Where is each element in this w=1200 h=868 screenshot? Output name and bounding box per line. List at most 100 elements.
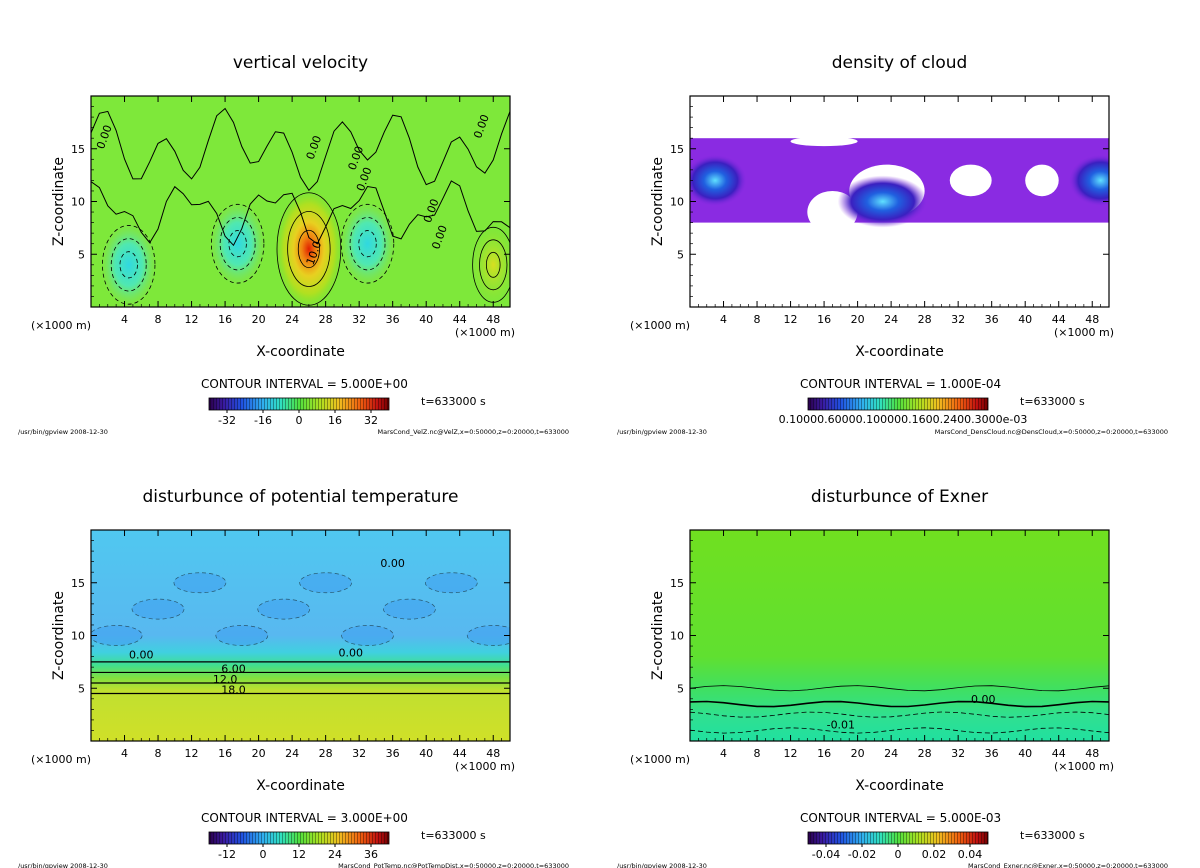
contour-interval: CONTOUR INTERVAL = 5.000E+00: [201, 377, 408, 391]
contour-line: [287, 211, 331, 287]
colorbar-tick-label: -0.02: [848, 848, 876, 861]
x-tick-label: 40: [1018, 313, 1032, 326]
y-tick-label: 5: [677, 248, 684, 261]
x-tick-label: 44: [1052, 313, 1066, 326]
y-tick-label: 5: [78, 682, 85, 695]
x-tick-label: 36: [386, 747, 400, 760]
x-tick-label: 28: [319, 747, 333, 760]
x-tick-label: 16: [817, 747, 831, 760]
contour-line: [110, 238, 147, 292]
field-patch: [257, 598, 311, 620]
y-axis-label: Z-coordinate: [51, 591, 67, 680]
y-tick-label: 10: [71, 630, 85, 643]
x-tick-label: 28: [918, 313, 932, 326]
colorbar-bands: [808, 398, 988, 410]
field-feature-4: [471, 224, 510, 305]
footer-right: MarsCond_Exner.nc@Exner,x=0:50000,z=0:20…: [968, 862, 1168, 868]
field-feature-2: [209, 201, 266, 286]
time-label: t=633000 s: [1020, 829, 1085, 842]
panel-title: disturbunce of potential temperature: [142, 487, 458, 507]
x-tick-label: 36: [985, 313, 999, 326]
x-tick-label: 44: [453, 747, 467, 760]
x-tick-label: 36: [386, 313, 400, 326]
x-tick-label: 8: [754, 313, 761, 326]
colorbar-bands: [808, 832, 988, 844]
x-tick-label: 48: [486, 313, 500, 326]
data-field: [690, 96, 1109, 307]
x-tick-label: 4: [121, 313, 128, 326]
x-tick-label: 32: [951, 747, 965, 760]
x-tick-label: 28: [319, 313, 333, 326]
contour-line: [228, 230, 247, 258]
field-feature-0: [274, 188, 343, 307]
y-tick-label: 5: [78, 248, 85, 261]
x-unit-left: (×1000 m): [31, 319, 91, 332]
y-tick-label: 15: [71, 143, 85, 156]
footer-left: /usr/bin/gpview 2008-12-30: [617, 428, 707, 436]
x-tick-label: 4: [121, 747, 128, 760]
x-tick-label: 28: [918, 747, 932, 760]
x-tick-label: 16: [218, 747, 232, 760]
time-label: t=633000 s: [421, 395, 486, 408]
contour-line: [210, 203, 265, 284]
colorbar-bands: [209, 832, 389, 844]
x-tick-label: 4: [720, 313, 727, 326]
x-tick-label: 32: [951, 313, 965, 326]
panel-2: disturbunce of potential temperature 0.00…: [18, 487, 569, 868]
field-patch: [424, 572, 478, 594]
y-tick-label: 15: [670, 143, 684, 156]
field-feature-3: [339, 201, 396, 286]
x-tick-label: 12: [185, 747, 199, 760]
x-tick-label: 48: [1085, 313, 1099, 326]
x-unit-right: (×1000 m): [1054, 326, 1114, 339]
field-patch: [466, 625, 510, 646]
colorbar-tick-labels: 0.10000.60000.100000.1600.2400.3000e-03: [779, 413, 1028, 426]
x-unit-right: (×1000 m): [455, 326, 515, 339]
contour-label: 0.00: [129, 649, 154, 662]
contour-line: [91, 107, 510, 192]
y-tick-label: 10: [71, 196, 85, 209]
panel-0: vertical velocity 0.00 0.00 0.000.000.000.0…: [18, 53, 569, 436]
footer-right: MarsCond_DensCloud.nc@DensCloud,x=0:5000…: [935, 428, 1168, 436]
x-tick-label: 40: [1018, 747, 1032, 760]
footer-left: /usr/bin/gpview 2008-12-30: [617, 862, 707, 868]
colorbar-tick-label: 0: [260, 848, 267, 861]
cloud-dense-1: [837, 175, 928, 228]
field-patch: [215, 625, 269, 646]
colorbar-tick-label: -16: [254, 414, 272, 427]
colorbar-tick-label: -32: [218, 414, 236, 427]
y-axis-label: Z-coordinate: [650, 157, 666, 246]
contour-line: [91, 180, 510, 247]
footer-right: MarsCond_VelZ.nc@VelZ,x=0:50000,z=0:2000…: [378, 428, 569, 436]
x-tick-label: 12: [185, 313, 199, 326]
contour-label: -0.01: [827, 718, 855, 731]
x-tick-label: 40: [419, 747, 433, 760]
y-axis-label: Z-coordinate: [650, 591, 666, 680]
field-patch: [91, 625, 143, 646]
x-tick-label: 24: [285, 313, 299, 326]
footer-right: MarsCond_PotTemp.nc@PotTempDist,x=0:5000…: [338, 862, 569, 868]
field-patch: [383, 598, 436, 620]
y-tick-label: 15: [670, 577, 684, 590]
contour-line: [690, 711, 1109, 718]
contour-label: 18.0: [221, 684, 246, 697]
x-tick-label: 8: [754, 747, 761, 760]
x-tick-label: 24: [884, 747, 898, 760]
x-tick-label: 20: [851, 747, 865, 760]
colorbar-tick-label: 0: [296, 414, 303, 427]
footer-left: /usr/bin/gpview 2008-12-30: [18, 862, 108, 868]
x-tick-label: 32: [352, 313, 366, 326]
y-axis-label: Z-coordinate: [51, 157, 67, 246]
x-tick-label: 20: [851, 313, 865, 326]
y-tick-label: 5: [677, 682, 684, 695]
x-tick-label: 12: [784, 313, 798, 326]
colorbar-tick-label: 36: [364, 848, 378, 861]
field-patch: [341, 625, 394, 646]
contour-label: 12.0: [213, 673, 238, 686]
x-tick-label: 12: [784, 747, 798, 760]
x-tick-label: 44: [453, 313, 467, 326]
